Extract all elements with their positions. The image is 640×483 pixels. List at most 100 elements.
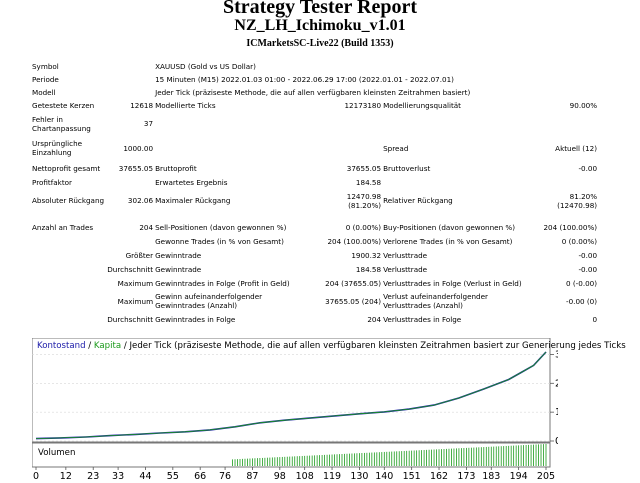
legend-equity: Kapita <box>93 341 122 351</box>
y-tick-label: 12207 <box>555 407 558 418</box>
period-value: 15 Minuten (M15) 2022.01.03 01:00 - 2022… <box>155 75 454 84</box>
avg-cons-loss-value: 0 <box>592 314 598 324</box>
gross-loss-label: Bruttoverlust <box>383 163 431 173</box>
mismatch-value: 37 <box>143 119 154 128</box>
rel-dd-value: 81.20% (12470.98) <box>526 189 598 212</box>
profit-factor-label: Profitfaktor <box>32 177 73 187</box>
net-profit-label: Nettoprofit gesamt <box>32 163 101 173</box>
largest-profit-label: Gewinntrade <box>155 250 202 260</box>
row-deposit: Ursprüngliche Einzahlung 1000.00 Spread … <box>31 135 598 161</box>
max-cons2-loss-value: -0.00 (0) <box>566 296 598 306</box>
server-name: ICMarketsSC-Live22 (Build 1353) <box>246 38 394 49</box>
average-profit-value: 184.58 <box>355 264 382 274</box>
loss-trades-value: 0 (0.00%) <box>561 236 598 246</box>
max-dd-label: Maximaler Rückgang <box>155 196 231 205</box>
max-cons-loss-label: Verlusttrades in Folge (Verlust in Geld) <box>383 278 522 288</box>
largest-profit-value: 1900.32 <box>351 250 382 260</box>
avg-cons-loss-label: Verlusttrades in Folge <box>383 314 462 324</box>
row-period: Periode 15 Minuten (M15) 2022.01.03 01:0… <box>31 73 598 86</box>
long-pos-value: 204 (100.00%) <box>543 222 598 232</box>
quality-value: 90.00% <box>569 101 598 110</box>
avg-cons-label: Durchschnitt <box>107 314 154 324</box>
max-cons2-loss-label: Verlust aufeinanderfolgender Verlusttrad… <box>383 292 488 310</box>
max-dd-amount: 12470.98 <box>346 191 382 201</box>
quality-label: Modellierungsqualität <box>383 101 462 110</box>
row-win-loss: Gewonne Trades (in % von Gesamt) 204 (10… <box>31 234 598 248</box>
max-cons2-win-label: Gewinn aufeinanderfolgender Gewinntrades… <box>155 292 263 310</box>
y-tick-label: 36622 <box>555 349 558 360</box>
loss-trades-label: Verlorene Trades (in % von Gesamt) <box>383 236 513 246</box>
symbol-label: Symbol <box>32 62 59 71</box>
bars-value: 12618 <box>130 101 154 110</box>
max-cons-label: Maximum <box>117 278 154 288</box>
average-label: Durchschnitt <box>107 264 154 274</box>
profit-trades-value: 204 (100.00%) <box>327 236 382 246</box>
row-max-cons2: Maximum Gewinn aufeinanderfolgender Gewi… <box>31 290 598 312</box>
max-dd-value: 12470.98 (81.20%) <box>294 189 382 212</box>
symbol-value: XAUUSD (Gold vs US Dollar) <box>155 62 256 71</box>
legend-separator: / <box>85 341 94 351</box>
avg-cons-win-value: 204 <box>367 314 382 324</box>
deposit-value: 1000.00 <box>123 143 154 153</box>
mismatch-label: Fehler in Chartanpassung <box>32 114 91 133</box>
model-value: Jeder Tick (präziseste Methode, die auf … <box>155 88 471 97</box>
largest-loss-value: -0.00 <box>578 250 598 260</box>
net-profit-value: 37655.05 <box>118 163 154 173</box>
expected-payoff-value: 184.58 <box>355 177 382 187</box>
profit-factor-value <box>105 175 154 189</box>
x-tick-label: 205 <box>537 471 555 482</box>
y-axis-ticks: 36622 24415 12207 0 <box>550 349 558 447</box>
max-cons2-win-value: 37655.05 (204) <box>325 296 382 306</box>
row-trades: Anzahl an Trades 204 Sell-Positionen (da… <box>31 220 598 234</box>
row-profit-factor: Profitfaktor Erwartetes Ergebnis 184.58 <box>31 175 598 189</box>
x-tick-label: 12 <box>60 471 72 482</box>
x-tick-label: 194 <box>510 471 528 482</box>
legend-balance: Kontostand <box>37 341 86 351</box>
x-tick-label: 130 <box>350 471 368 482</box>
x-tick-label: 183 <box>482 471 500 482</box>
largest-loss-label: Verlusttrade <box>383 250 428 260</box>
x-tick-label: 151 <box>403 471 421 482</box>
avg-cons-win-label: Gewinntrades in Folge <box>155 314 236 324</box>
expected-payoff-label: Erwartetes Ergebnis <box>155 177 228 187</box>
spread-value: Aktuell (12) <box>555 143 598 153</box>
y-tick-label: 0 <box>555 436 558 447</box>
x-tick-label: 87 <box>246 471 258 482</box>
x-tick-label: 55 <box>167 471 179 482</box>
balance-panel <box>32 338 551 443</box>
average-loss-label: Verlusttrade <box>383 264 428 274</box>
y-tick-label: 24415 <box>555 378 558 389</box>
x-tick-label: 33 <box>112 471 124 482</box>
x-tick-label: 98 <box>274 471 286 482</box>
report-table: Symbol XAUUSD (Gold vs US Dollar) Period… <box>31 60 598 326</box>
rel-dd-percent: 81.20% <box>569 191 598 201</box>
balance-chart: 36622 24415 12207 0 0 12 23 33 44 55 66 76 87 98 108 1… <box>32 338 558 482</box>
total-trades-label: Anzahl an Trades <box>32 222 94 232</box>
gross-profit-label: Bruttoprofit <box>155 163 197 173</box>
row-largest: Größter Gewinntrade 1900.32 Verlusttrade… <box>31 248 598 262</box>
gross-loss-value: -0.00 <box>578 163 598 173</box>
deposit-label: Ursprüngliche Einzahlung <box>32 139 83 157</box>
model-label: Modell <box>32 88 56 97</box>
abs-dd-label: Absoluter Rückgang <box>32 196 105 205</box>
volume-panel <box>32 442 551 468</box>
row-mismatch: Fehler in Chartanpassung 37 <box>31 112 598 135</box>
row-avg-cons: Durchschnitt Gewinntrades in Folge 204 V… <box>31 312 598 326</box>
x-tick-label: 108 <box>296 471 314 482</box>
row-max-cons: Maximum Gewinntrades in Folge (Profit in… <box>31 276 598 290</box>
max-cons-win-label: Gewinntrades in Folge (Profit in Geld) <box>155 278 290 288</box>
max-cons-win-value: 204 (37655.05) <box>325 278 382 288</box>
row-symbol: Symbol XAUUSD (Gold vs US Dollar) <box>31 60 598 73</box>
x-tick-label: 0 <box>33 471 39 482</box>
ticks-label: Modellierte Ticks <box>155 101 216 110</box>
average-profit-label: Gewinntrade <box>155 264 202 274</box>
equity-line <box>35 351 547 439</box>
long-pos-label: Buy-Positionen (davon gewonnen %) <box>383 222 516 232</box>
max-cons2-label: Maximum <box>117 296 154 306</box>
x-tick-label: 162 <box>430 471 448 482</box>
max-dd-percent: (81.20%) <box>348 200 382 210</box>
report-title: Strategy Tester Report <box>222 0 418 18</box>
x-tick-label: 66 <box>194 471 206 482</box>
rel-dd-label: Relativer Rückgang <box>383 196 453 205</box>
bars-label: Getestete Kerzen <box>32 101 95 110</box>
